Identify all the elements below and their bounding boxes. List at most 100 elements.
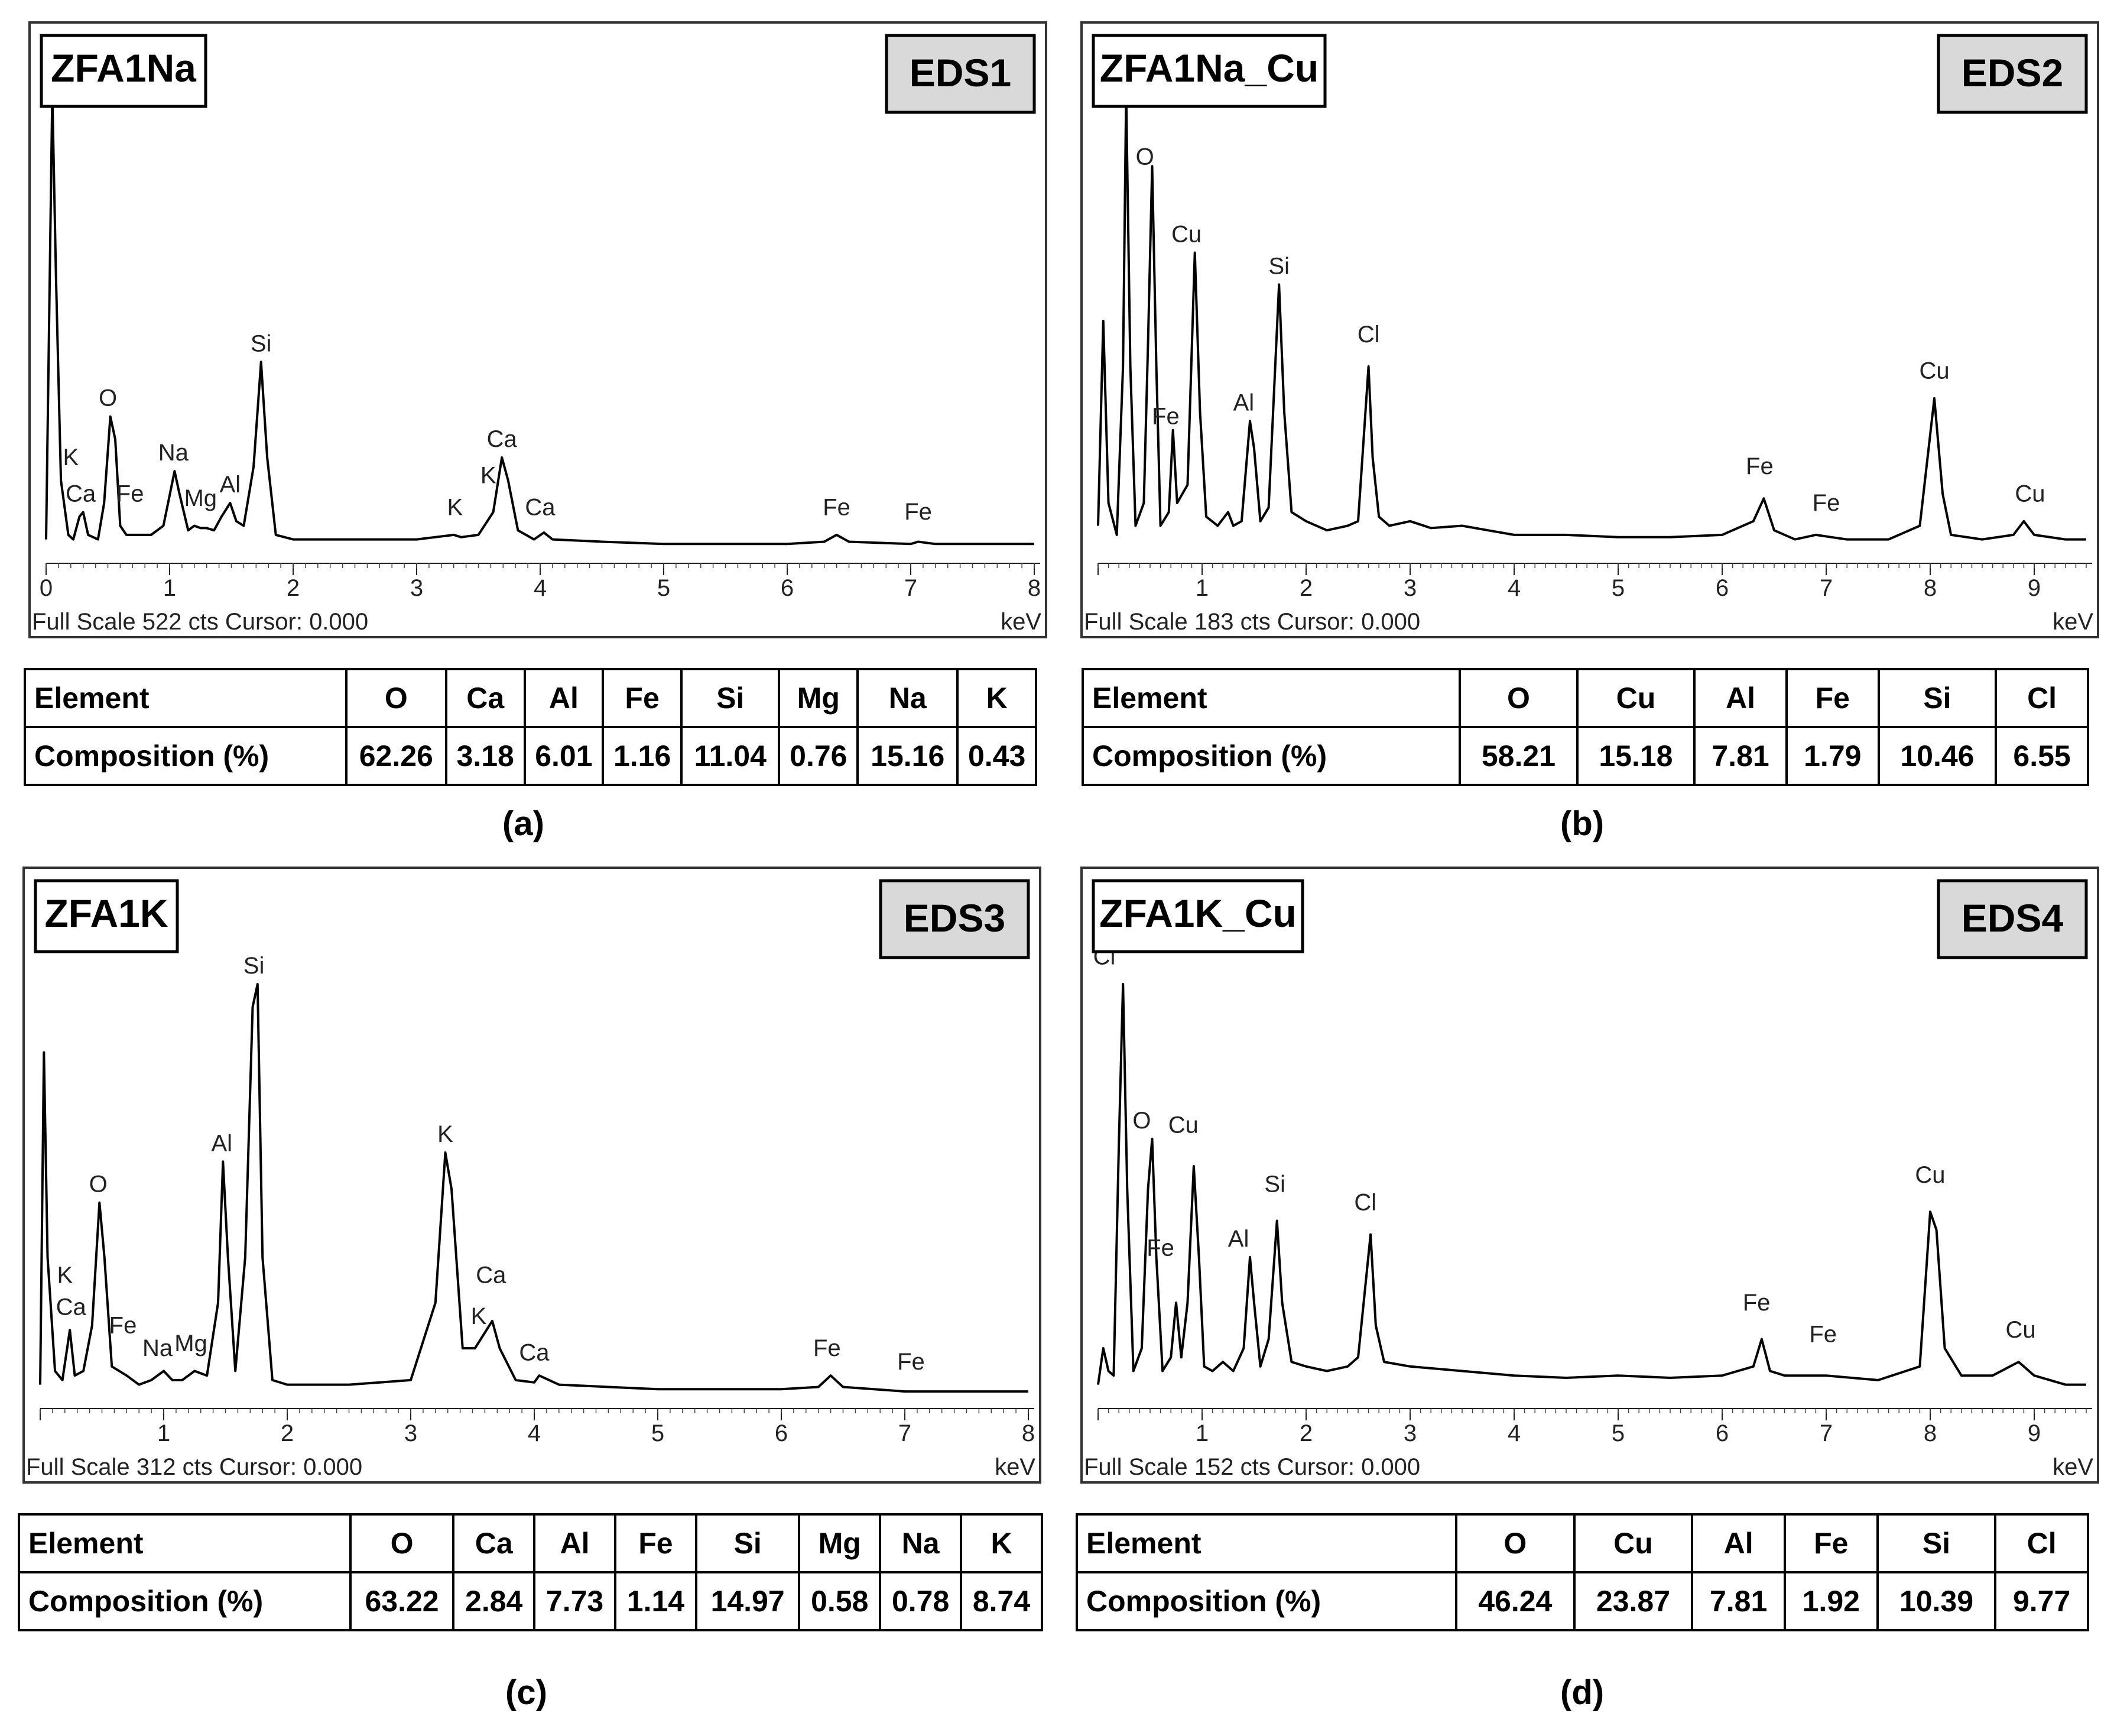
table-row-label: Composition (%)	[18, 1571, 352, 1631]
element-cell: Si	[694, 1513, 801, 1573]
sample-name: ZFA1K_Cu	[1099, 891, 1297, 935]
peak-label: O	[1136, 144, 1154, 170]
peak-label: Cu	[1171, 222, 1201, 248]
peak-label: Fe	[109, 1312, 137, 1338]
x-tick-label: 3	[410, 575, 423, 601]
composition-cell: 1.92	[1783, 1571, 1879, 1631]
peak-label: Fe	[904, 499, 932, 525]
composition-cell: 7.81	[1693, 726, 1788, 786]
x-tick-label: 7	[1820, 1420, 1833, 1446]
x-tick-label: 1	[1196, 1420, 1209, 1446]
composition-cell: 10.46	[1877, 726, 1998, 786]
eds-label-box	[879, 879, 1030, 959]
peak-label: Fe	[1813, 490, 1840, 516]
peak-label: Ca	[519, 1340, 550, 1366]
peak-label: K	[57, 1263, 73, 1289]
full-scale-text: Full Scale 312 cts Cursor: 0.000	[26, 1454, 362, 1480]
x-tick-label: 2	[1300, 575, 1313, 601]
spectrum-line	[1097, 983, 2086, 1386]
element-cell: Fe	[1785, 668, 1880, 728]
x-tick-label: 2	[287, 575, 300, 601]
peak-label: Cu	[2015, 481, 2045, 507]
composition-cell: 7.81	[1691, 1571, 1786, 1631]
x-tick-label: 4	[528, 1420, 541, 1446]
x-tick-label: 3	[1404, 575, 1417, 601]
composition-cell: 63.22	[349, 1571, 455, 1631]
peak-label: Si	[251, 330, 272, 356]
peak-label: Si	[1268, 253, 1290, 279]
table-header-cell: Element	[18, 1513, 352, 1573]
peak-label: Ca	[66, 481, 96, 507]
peak-label: K	[480, 463, 496, 489]
peak-label: Na	[158, 440, 189, 466]
table-header-cell: Element	[1076, 1513, 1457, 1573]
peak-label: Cl	[1354, 1189, 1376, 1215]
element-cell: Ca	[452, 1513, 536, 1573]
x-tick-label: 7	[898, 1420, 911, 1446]
spectrum-line	[1097, 92, 2086, 541]
x-tick-label: 9	[2028, 575, 2041, 601]
element-cell: Fe	[602, 668, 683, 728]
sample-name: ZFA1Na_Cu	[1100, 46, 1319, 90]
sample-name-box	[1092, 879, 1304, 953]
panel-d: 1 2 3 4 5 6 7 8 9 Cl O Cu Fe Al Si Cl Fe Fe Cu Cu Full Scale…	[1070, 863, 2110, 1712]
peak-label: Mg	[174, 1331, 207, 1357]
composition-cell: 0.58	[798, 1571, 882, 1631]
sample-name: ZFA1K	[44, 891, 168, 935]
peak-label: Fe	[1147, 1235, 1174, 1261]
sample-name-box	[40, 34, 207, 108]
element-cell: Cl	[1995, 668, 2089, 728]
peak-label: K	[63, 444, 79, 470]
table-header-row: Element O Cu Al Fe Si Cl	[1081, 668, 2089, 728]
unit-label: keV	[1001, 609, 1041, 635]
element-cell: K	[956, 668, 1037, 728]
eds-label: EDS1	[910, 51, 1011, 95]
x-tick-label: 6	[1716, 575, 1729, 601]
x-tick-label: 1	[163, 575, 176, 601]
full-scale-text: Full Scale 183 cts Cursor: 0.000	[1084, 609, 1420, 635]
composition-cell: 0.78	[879, 1571, 963, 1631]
composition-cell: 11.04	[680, 726, 781, 786]
peak-label: K	[437, 1121, 453, 1147]
peak-label: K	[447, 495, 463, 521]
table-d: Element O Cu Al Fe Si Cl Composition (%) 46.24 23…	[1076, 1513, 2089, 1631]
composition-cell: 0.76	[778, 726, 859, 786]
composition-cell: 6.01	[523, 726, 605, 786]
composition-cell: 15.18	[1576, 726, 1696, 786]
full-scale-text: Full Scale 152 cts Cursor: 0.000	[1084, 1454, 1420, 1480]
composition-cell: 7.73	[533, 1571, 617, 1631]
table-row-label: Composition (%)	[1081, 726, 1462, 786]
peak-label: Fe	[1152, 404, 1180, 430]
table-header-cell: Element	[24, 668, 348, 728]
peak-label: Al	[1233, 390, 1255, 416]
eds-label-box	[885, 34, 1036, 114]
element-cell: Al	[523, 668, 605, 728]
composition-cell: 0.43	[956, 726, 1037, 786]
peak-label: Ca	[476, 1263, 506, 1289]
x-tick-label: 5	[1612, 575, 1625, 601]
peak-label: Al	[211, 1130, 232, 1156]
x-tick-label: 3	[1404, 1420, 1417, 1446]
element-cell: Al	[533, 1513, 617, 1573]
peak-label: Cu	[1919, 358, 1949, 384]
sample-name: ZFA1Na	[51, 46, 197, 90]
x-tick-label: 0	[40, 575, 53, 601]
element-cell: O	[349, 1513, 455, 1573]
element-cell: K	[960, 1513, 1043, 1573]
peak-label: Fe	[1743, 1290, 1771, 1316]
table-value-row: Composition (%) 62.26 3.18 6.01 1.16 11.04 0.7…	[24, 726, 1037, 786]
peak-label: O	[89, 1172, 108, 1198]
panel-a: 0 1 2 3 4 5 6 7 8 K Ca O Fe Na Mg Al Si K K Ca Ca Fe Fe Full Sc…	[18, 18, 1058, 863]
peak-label: Cu	[2006, 1317, 2036, 1343]
x-tick-label: 8	[1022, 1420, 1035, 1446]
x-tick-label: 3	[404, 1420, 417, 1446]
element-cell: Mg	[798, 1513, 882, 1573]
x-tick-label: 6	[781, 575, 794, 601]
table-row-label: Composition (%)	[24, 726, 348, 786]
composition-cell: 3.18	[444, 726, 526, 786]
composition-cell: 62.26	[345, 726, 447, 786]
caption-b: (b)	[1560, 804, 1605, 843]
